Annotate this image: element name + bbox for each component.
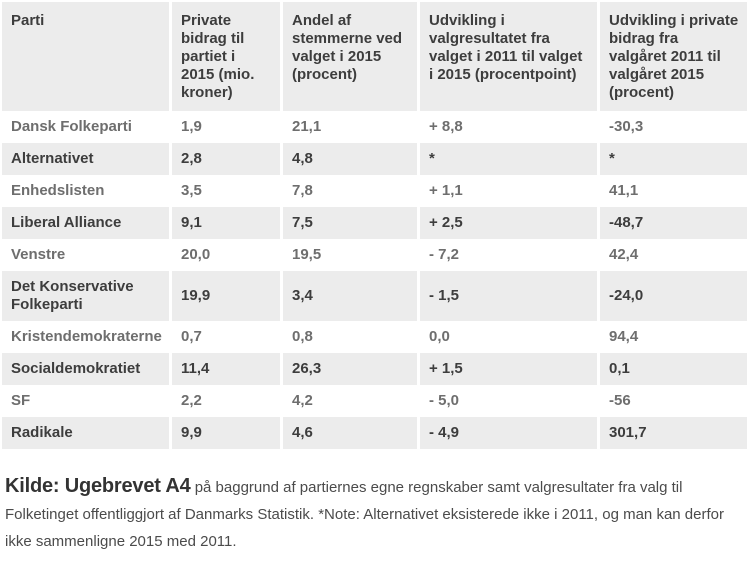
cell-value: -56 <box>600 385 747 417</box>
cell-value: 3,4 <box>283 271 420 321</box>
source-label: Kilde: Ugebrevet A4 <box>5 475 191 497</box>
cell-value: + 1,1 <box>420 175 600 207</box>
cell-value: 20,0 <box>172 239 283 271</box>
table-row: Det Konservative Folkeparti 19,9 3,4- 1,5-… <box>2 271 747 321</box>
cell-party-name: Socialdemokratiet <box>2 353 172 385</box>
column-header-private-bidrag: Private bidrag til partiet i 2015 (mio. … <box>172 2 283 111</box>
cell-value: 301,7 <box>600 417 747 449</box>
table-body: Dansk Folkeparti 1,9 21,1 + 8,8 -30,3 Alterna… <box>2 111 747 449</box>
cell-value: 0,0 <box>420 321 600 353</box>
cell-value: 42,4 <box>600 239 747 271</box>
cell-party-name: SF <box>2 385 172 417</box>
cell-value: 19,5 <box>283 239 420 271</box>
table-header: Parti Private bidrag til partiet i 2015 … <box>2 2 747 111</box>
cell-value: + 8,8 <box>420 111 600 143</box>
table-row: Venstre 20,0 19,5- 7,2 42,4 <box>2 239 747 271</box>
cell-value: 4,8 <box>283 143 420 175</box>
table-row: SF 2,2 4,2- 5,0 -56 <box>2 385 747 417</box>
table-row: Socialdemokratiet 11,4 26,3 + 1,5 0,1 <box>2 353 747 385</box>
header-row: Parti Private bidrag til partiet i 2015 … <box>2 2 747 111</box>
table-row: Enhedslisten 3,5 7,8 + 1,1 41,1 <box>2 175 747 207</box>
column-header-udvikling-bidrag: Udvikling i private bidrag fra valgåret … <box>600 2 747 111</box>
cell-party-name: Enhedslisten <box>2 175 172 207</box>
cell-party-name: Alternativet <box>2 143 172 175</box>
cell-value: + 2,5 <box>420 207 600 239</box>
cell-value: 4,6 <box>283 417 420 449</box>
cell-value: 19,9 <box>172 271 283 321</box>
table-row: Radikale 9,9 4,6- 4,9 301,7 <box>2 417 747 449</box>
cell-value: - 5,0 <box>420 385 600 417</box>
cell-value: 1,9 <box>172 111 283 143</box>
cell-value: -24,0 <box>600 271 747 321</box>
cell-party-name: Dansk Folkeparti <box>2 111 172 143</box>
cell-value: 41,1 <box>600 175 747 207</box>
cell-value: -48,7 <box>600 207 747 239</box>
cell-value: * <box>600 143 747 175</box>
cell-value: - 1,5 <box>420 271 600 321</box>
column-header-andel-stemmer: Andel af stemmerne ved valget i 2015 (pr… <box>283 2 420 111</box>
cell-value: 0,8 <box>283 321 420 353</box>
cell-value: 11,4 <box>172 353 283 385</box>
cell-value: + 1,5 <box>420 353 600 385</box>
cell-value: -30,3 <box>600 111 747 143</box>
cell-value: 26,3 <box>283 353 420 385</box>
cell-party-name: Liberal Alliance <box>2 207 172 239</box>
cell-value: 0,1 <box>600 353 747 385</box>
cell-value: 2,8 <box>172 143 283 175</box>
cell-value: 7,5 <box>283 207 420 239</box>
table-row: Alternativet 2,8 4,8 * * <box>2 143 747 175</box>
table-row: Dansk Folkeparti 1,9 21,1 + 8,8 -30,3 <box>2 111 747 143</box>
cell-value: - 7,2 <box>420 239 600 271</box>
cell-value: 94,4 <box>600 321 747 353</box>
source-note: Kilde: Ugebrevet A4 på baggrund af parti… <box>5 473 743 555</box>
table-row: Liberal Alliance 9,1 7,5 + 2,5 -48,7 <box>2 207 747 239</box>
cell-value: 2,2 <box>172 385 283 417</box>
cell-value: 4,2 <box>283 385 420 417</box>
cell-party-name: Venstre <box>2 239 172 271</box>
cell-value: 21,1 <box>283 111 420 143</box>
cell-party-name: Kristendemokraterne <box>2 321 172 353</box>
cell-party-name: Radikale <box>2 417 172 449</box>
cell-party-name: Det Konservative Folkeparti <box>2 271 172 321</box>
cell-value: - 4,9 <box>420 417 600 449</box>
cell-value: 3,5 <box>172 175 283 207</box>
cell-value: 0,7 <box>172 321 283 353</box>
column-header-parti: Parti <box>2 2 172 111</box>
cell-value: 9,9 <box>172 417 283 449</box>
source-text: på baggrund af partiernes egne regnskabe… <box>5 479 724 550</box>
cell-value: * <box>420 143 600 175</box>
cell-value: 9,1 <box>172 207 283 239</box>
party-funding-table: Parti Private bidrag til partiet i 2015 … <box>2 2 747 449</box>
table-row: Kristendemokraterne 0,7 0,8 0,0 94,4 <box>2 321 747 353</box>
column-header-udvikling-valgresultat: Udvikling i valgresultatet fra valget i … <box>420 2 600 111</box>
cell-value: 7,8 <box>283 175 420 207</box>
